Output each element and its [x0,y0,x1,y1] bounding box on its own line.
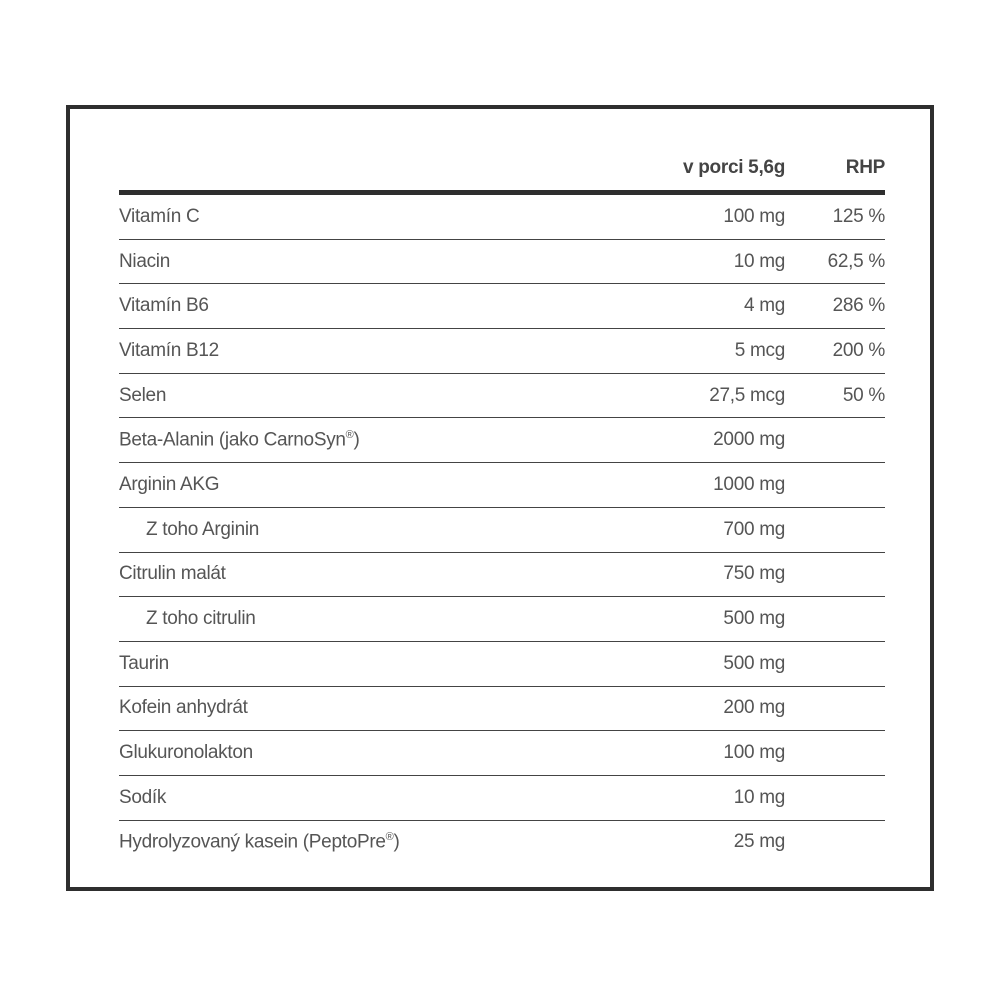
table-row: Selen 27,5 mcg 50 % [119,373,885,419]
row-name: Taurin [119,641,585,687]
row-value: 5 mcg [585,328,785,374]
row-value: 25 mg [733,831,786,853]
row-name: Niacin [119,239,585,285]
row-value: 750 mg [585,552,785,598]
row-rhp: 125 % [785,192,885,240]
row-name: Z toho Arginin [119,507,585,553]
table-row: Vitamín C 100 mg 125 % [119,192,885,240]
row-value: 200 mg [585,686,785,732]
row-value: 700 mg [585,507,785,553]
table-frame: v porci 5,6g RHP Vitamín C 100 mg 125 % Nia… [66,105,934,891]
table-row: Kofein anhydrát 200 mg [119,686,885,732]
row-value: 4 mg [585,283,785,330]
row-rhp [785,552,885,598]
row-name: Vitamín B6 [119,283,585,330]
row-rhp [785,730,885,776]
row-rhp [785,641,885,687]
header-per-serving: v porci 5,6g [585,146,785,195]
row-rhp [785,775,885,821]
row-value: 27,5 mcg [585,373,785,419]
table-row: Citrulin malát 750 mg [119,552,885,598]
row-name: Arginin AKG [119,462,585,508]
table-row: Glukuronolakton 100 mg [119,730,885,776]
row-rhp: 286 % [785,283,885,330]
table-row: Arginin AKG 1000 mg [119,462,885,508]
row-name: Z toho citrulin [119,596,585,642]
row-rhp [785,596,885,642]
row-value: 100 mg [585,192,785,240]
row-value: 2000 mg [585,417,785,464]
row-rhp [785,686,885,732]
row-name: Sodík [119,775,585,821]
row-value: 500 mg [585,641,785,687]
row-rhp [785,820,885,864]
row-name: Beta-Alanin (jako CarnoSyn®) [119,417,585,464]
row-name: Glukuronolakton [119,730,585,776]
row-name: Hydrolyzovaný kasein (PeptoPre®) [119,831,400,853]
header-rhp: RHP [785,146,885,195]
row-rhp [785,462,885,508]
row-value: 10 mg [585,775,785,821]
table-row: Z toho Arginin 700 mg [119,507,885,553]
row-rhp: 200 % [785,328,885,374]
row-rhp [785,507,885,553]
row-value: 10 mg [585,239,785,285]
row-value: 1000 mg [585,462,785,508]
row-rhp: 62,5 % [785,239,885,285]
header-row: v porci 5,6g RHP [119,146,885,195]
row-name: Citrulin malát [119,552,585,598]
row-value: 100 mg [585,730,785,776]
nutrition-table: v porci 5,6g RHP Vitamín C 100 mg 125 % Nia… [119,146,885,864]
row-name: Vitamín B12 [119,328,585,374]
table-row: Niacin 10 mg 62,5 % [119,239,885,285]
table-row: Vitamín B12 5 mcg 200 % [119,328,885,374]
table-row: Z toho citrulin 500 mg [119,596,885,642]
row-rhp [785,417,885,464]
table-row: Vitamín B6 4 mg 286 % [119,283,885,330]
header-name [119,146,585,195]
table-row: Taurin 500 mg [119,641,885,687]
row-value: 500 mg [585,596,785,642]
table-row: Beta-Alanin (jako CarnoSyn®) 2000 mg [119,417,885,464]
row-name: Vitamín C [119,192,585,240]
row-name: Kofein anhydrát [119,686,585,732]
row-rhp: 50 % [785,373,885,419]
table-row: Hydrolyzovaný kasein (PeptoPre®) 25 mg [119,820,885,864]
table-row: Sodík 10 mg [119,775,885,821]
row-name: Selen [119,373,585,419]
